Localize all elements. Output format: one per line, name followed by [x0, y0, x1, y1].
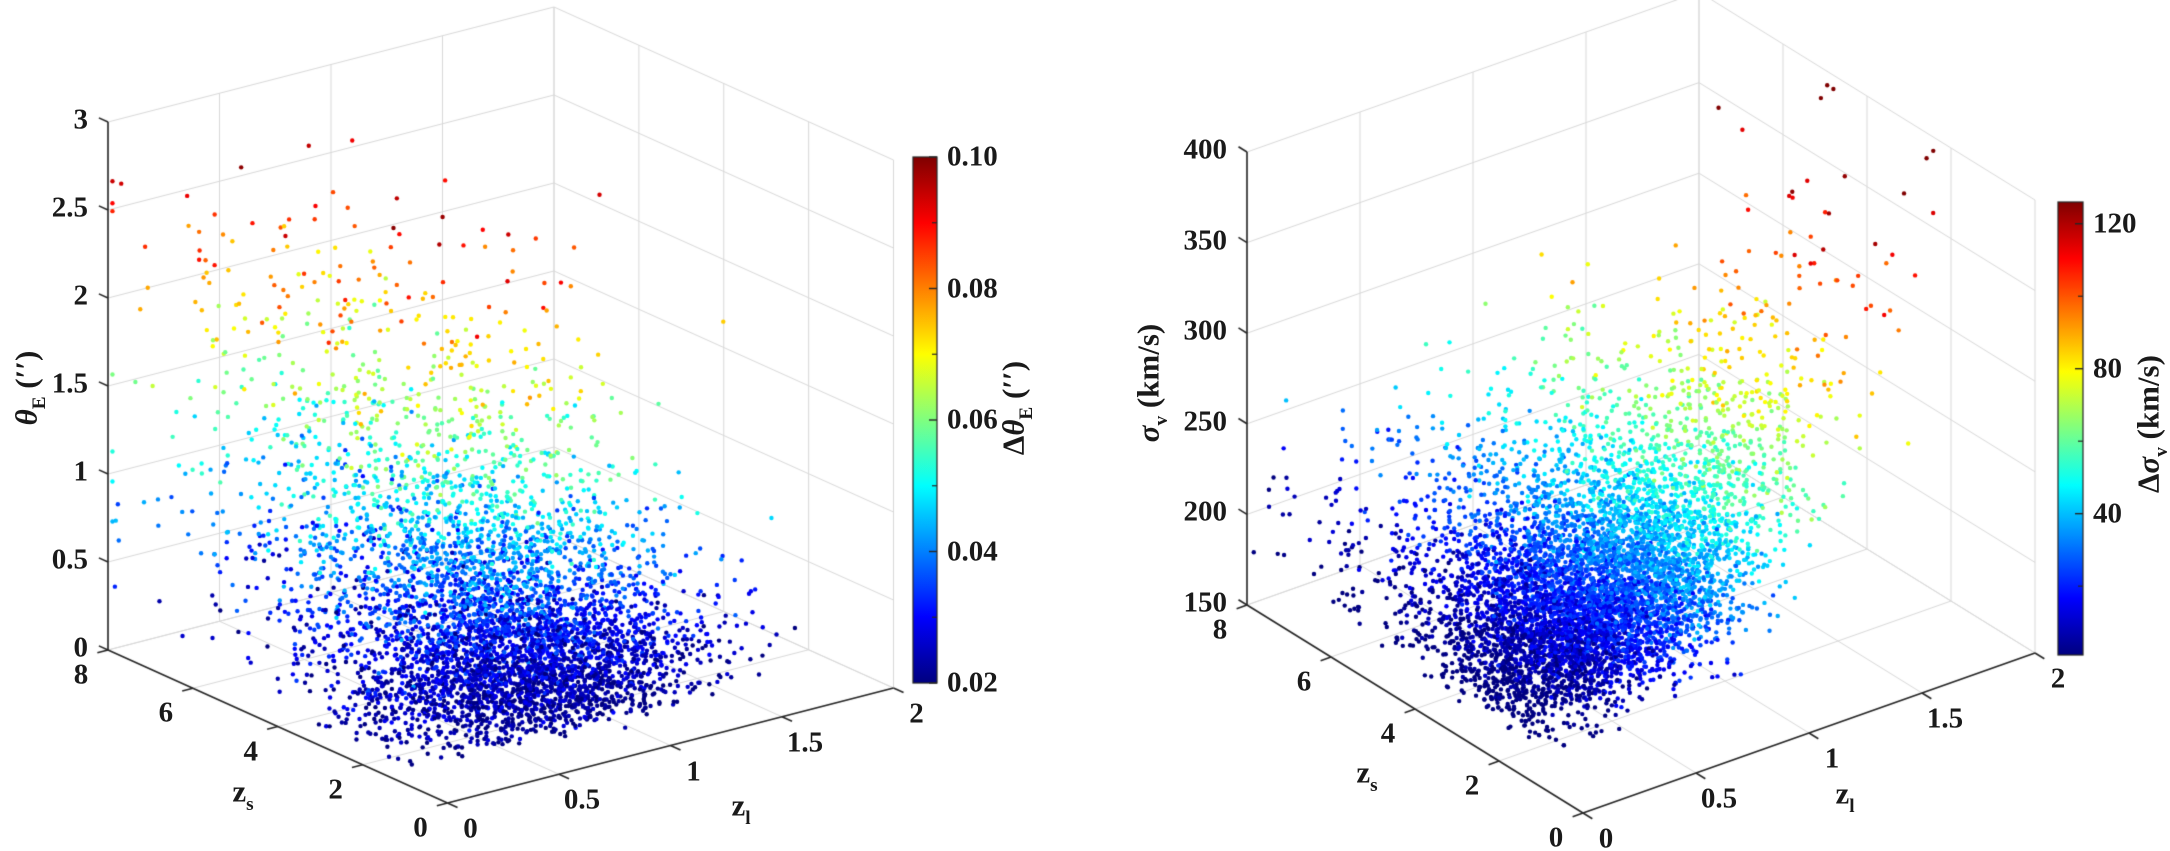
scatter3d-canvas: [0, 0, 2170, 851]
figure: 0 0.5 1 1.5 2 2.5 3 0 2 4 6 8 0 0.5 1 1.5 2 θE (′′) zs zl 0.…: [0, 0, 2170, 851]
